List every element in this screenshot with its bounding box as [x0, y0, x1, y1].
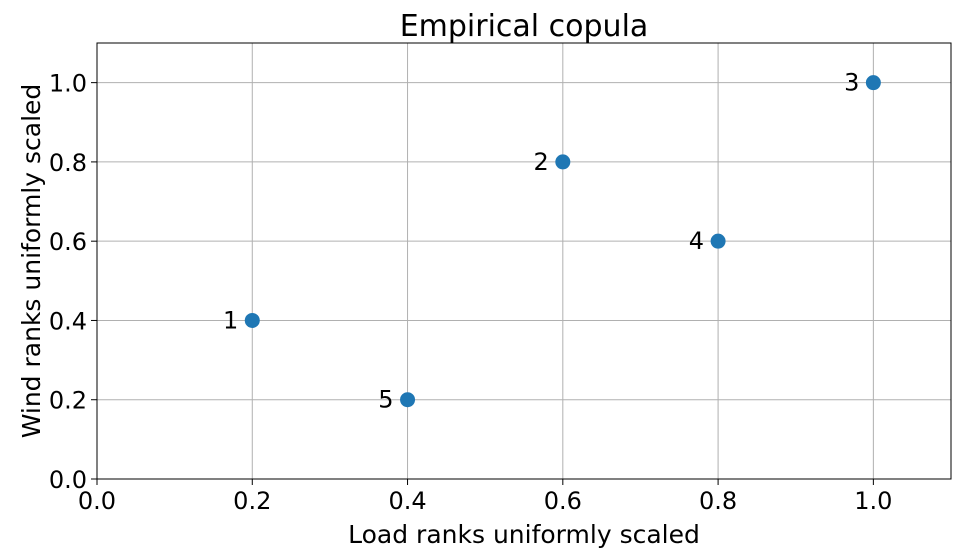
data-point	[865, 75, 881, 91]
x-tick-label: 0.0	[78, 487, 116, 515]
plot-area	[97, 43, 951, 479]
x-tick-label: 0.4	[388, 487, 426, 515]
y-axis-label: Wind ranks uniformly scaled	[17, 84, 46, 439]
y-tick-label: 0.8	[49, 149, 87, 177]
y-tick-label: 1.0	[49, 70, 87, 98]
ticks: 0.0 0.2 0.4 0.6 0.8 1.0 0.0 0.2 0.4 0.6 0.8 1.0	[49, 70, 893, 515]
data-point	[244, 312, 260, 328]
point-label: 5	[378, 386, 393, 414]
x-tick-label: 0.6	[544, 487, 582, 515]
chart-title: Empirical copula	[400, 9, 649, 44]
y-tick-label: 0.0	[49, 466, 87, 494]
y-tick-label: 0.6	[49, 228, 87, 256]
y-tick-label: 0.4	[49, 307, 87, 335]
y-tick-label: 0.2	[49, 387, 87, 415]
point-label: 1	[223, 306, 238, 334]
x-tick-label: 0.2	[233, 487, 271, 515]
x-tick-label: 0.8	[699, 487, 737, 515]
data-point	[710, 233, 726, 249]
point-label: 3	[844, 69, 859, 97]
data-point	[555, 154, 571, 170]
point-label: 4	[689, 227, 704, 255]
x-axis-label: Load ranks uniformly scaled	[348, 520, 700, 549]
data-point	[400, 392, 416, 408]
x-tick-label: 1.0	[854, 487, 892, 515]
axes-frame	[96, 42, 952, 480]
data-points: 1 2 3 4 5	[223, 69, 881, 414]
point-label: 2	[534, 148, 549, 176]
